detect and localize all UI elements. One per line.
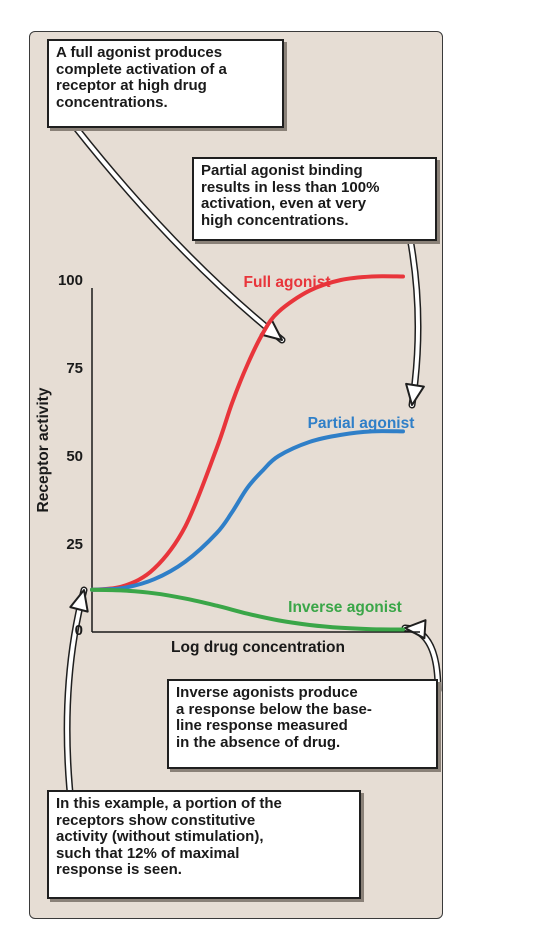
y-axis-label: Receptor activity: [35, 387, 52, 512]
y-tick-label: 75: [66, 360, 83, 377]
series-line-full-agonist: [90, 274, 405, 592]
callout-inverse-agonist: Inverse agonists produce a response belo…: [167, 679, 438, 769]
callout-partial-agonist: Partial agonist binding results in less …: [192, 157, 437, 241]
arrow-full-agonist: [58, 106, 286, 344]
callout-arrows: [58, 106, 442, 816]
series-line-partial-agonist: [90, 429, 405, 592]
arrow-inverse-agonist: [401, 619, 442, 694]
callout-constitutive-activity: In this example, a portion of the recept…: [47, 790, 361, 899]
series-label-inverse-agonist: Inverse agonist: [288, 599, 402, 616]
series-label-full-agonist: Full agonist: [244, 274, 331, 291]
series-line-inverse-agonist: [90, 587, 405, 632]
y-tick-label: 100: [58, 272, 83, 289]
callout-full-agonist: A full agonist produces complete activat…: [47, 39, 284, 128]
x-axis-label: Log drug concentration: [171, 639, 345, 656]
series-label-partial-agonist: Partial agonist: [308, 415, 415, 432]
y-tick-labels: 0 25 50 75 100: [58, 272, 83, 639]
y-tick-label: 50: [66, 448, 83, 465]
series-lines: [90, 274, 405, 632]
y-tick-label: 0: [75, 622, 83, 639]
arrow-constitutive: [63, 586, 89, 816]
arrow-partial-agonist: [405, 234, 425, 409]
y-tick-label: 25: [66, 536, 83, 553]
